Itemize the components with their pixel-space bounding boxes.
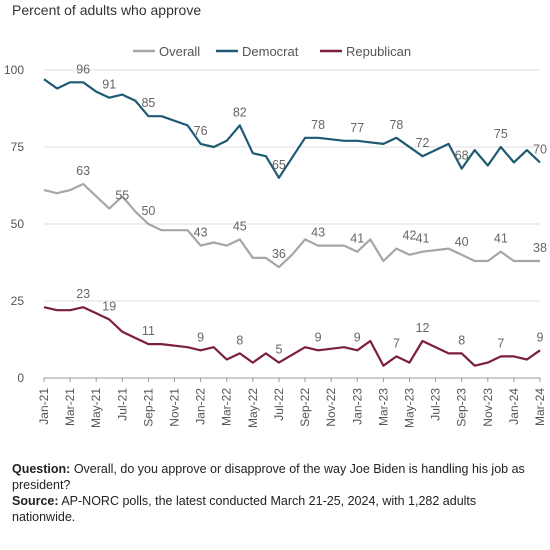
x-tick-label: Jan-22 — [194, 388, 208, 425]
data-label-democrat: 82 — [233, 105, 247, 119]
x-tick-label: Sep-21 — [141, 388, 155, 427]
y-tick-label: 100 — [4, 63, 24, 77]
y-axis: 0 25 50 75 100 — [4, 63, 24, 385]
x-tick-label: May-22 — [246, 388, 260, 428]
data-label-republican: 7 — [497, 336, 504, 350]
x-tick-label: May-23 — [402, 388, 416, 428]
y-tick-label: 0 — [17, 371, 24, 385]
legend-label-overall: Overall — [159, 44, 200, 59]
data-label-democrat: 70 — [533, 142, 547, 156]
x-tick-label: Jul-21 — [115, 388, 129, 421]
data-label-overall: 45 — [233, 219, 247, 233]
x-tick-label: Nov-21 — [168, 388, 182, 427]
data-label-overall: 41 — [350, 232, 364, 246]
data-label-democrat: 85 — [141, 96, 155, 110]
y-tick-label: 25 — [11, 294, 25, 308]
data-label-overall: 55 — [115, 189, 129, 203]
data-label-overall: 38 — [533, 241, 547, 255]
data-label-republican: 7 — [393, 336, 400, 350]
x-tick-label: Jul-22 — [272, 388, 286, 421]
data-label-democrat: 96 — [76, 62, 90, 76]
chart-subtitle: Percent of adults who approve — [12, 2, 202, 18]
x-tick-label: Mar-23 — [376, 388, 390, 426]
series-line-overall — [43, 182, 540, 269]
data-label-overall: 41 — [416, 232, 430, 246]
question-text: Overall, do you approve or disapprove of… — [12, 462, 525, 492]
x-tick-label: Mar-22 — [220, 388, 234, 426]
x-tick-label: Nov-22 — [324, 388, 338, 427]
data-label-democrat: 77 — [350, 121, 364, 135]
gridlines — [44, 69, 540, 379]
x-tick-label: Nov-23 — [481, 388, 495, 427]
data-label-republican: 9 — [354, 330, 361, 344]
question-label: Question: — [12, 462, 71, 476]
data-label-republican: 9 — [315, 330, 322, 344]
data-label-overall: 63 — [76, 164, 90, 178]
x-tick-label: Mar-21 — [63, 388, 77, 426]
x-tick-label: Mar-24 — [533, 388, 547, 426]
data-label-overall: 40 — [455, 235, 469, 249]
data-label-overall: 42 — [403, 229, 417, 243]
data-label-republican: 8 — [236, 333, 243, 347]
data-label-republican: 12 — [416, 321, 430, 335]
data-label-republican: 9 — [197, 330, 204, 344]
source-note: Source: AP-NORC polls, the latest conduc… — [12, 493, 540, 525]
data-label-overall: 50 — [141, 204, 155, 218]
question-note: Question: Overall, do you approve or dis… — [12, 461, 540, 493]
data-label-democrat: 75 — [494, 127, 508, 141]
x-tick-label: Sep-23 — [455, 388, 469, 427]
data-label-democrat: 72 — [416, 136, 430, 150]
data-label-democrat: 65 — [272, 158, 286, 172]
data-label-overall: 36 — [272, 247, 286, 261]
data-label-democrat: 68 — [455, 149, 469, 163]
source-text: AP-NORC polls, the latest conducted Marc… — [12, 494, 477, 524]
x-tick-label: Sep-22 — [298, 388, 312, 427]
source-label: Source: — [12, 494, 59, 508]
data-label-republican: 11 — [142, 324, 155, 338]
data-label-republican: 23 — [76, 287, 90, 301]
data-label-democrat: 78 — [311, 118, 325, 132]
legend-label-democrat: Democrat — [242, 44, 299, 59]
x-tick-label: Jan-24 — [507, 388, 521, 425]
series-lines — [43, 78, 541, 367]
x-tick-label: Jan-23 — [350, 388, 364, 425]
data-label-republican: 9 — [537, 330, 544, 344]
x-axis: Jan-21 Mar-21 May-21 Jul-21 Sep-21 Nov-21 Jan-… — [37, 378, 547, 428]
data-label-overall: 41 — [494, 232, 508, 246]
data-label-overall: 43 — [194, 226, 208, 240]
data-label-democrat: 76 — [194, 124, 208, 138]
legend-label-republican: Republican — [346, 44, 411, 59]
y-tick-label: 50 — [11, 217, 25, 231]
y-tick-label: 75 — [11, 140, 25, 154]
x-tick-label: Jul-23 — [429, 388, 443, 421]
data-label-republican: 19 — [102, 299, 116, 313]
series-line-republican — [43, 306, 541, 367]
data-label-democrat: 91 — [102, 78, 116, 92]
series-line-democrat — [43, 78, 541, 179]
data-label-democrat: 78 — [389, 118, 403, 132]
data-label-overall: 43 — [311, 226, 325, 240]
x-tick-label: May-21 — [89, 388, 103, 428]
x-tick-label: Jan-21 — [37, 388, 51, 425]
data-label-republican: 5 — [275, 343, 282, 357]
legend: Overall Democrat Republican — [133, 44, 411, 59]
data-label-republican: 8 — [458, 333, 465, 347]
footnote: Question: Overall, do you approve or dis… — [12, 461, 540, 525]
